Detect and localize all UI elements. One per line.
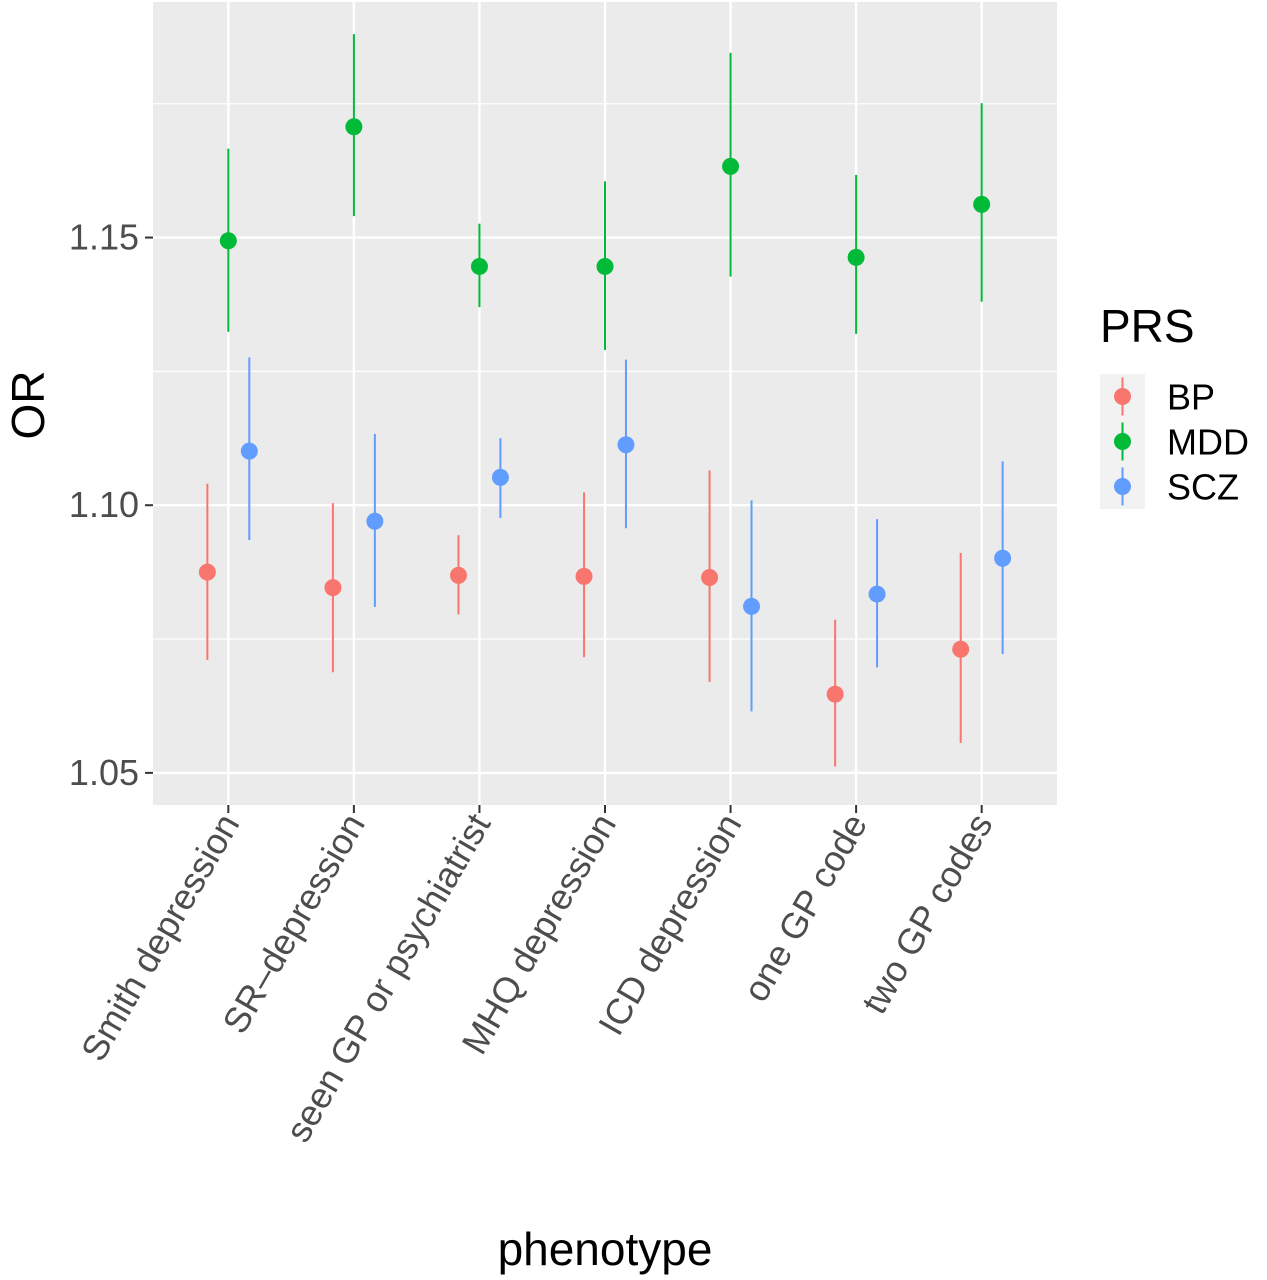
legend-label: BP xyxy=(1167,377,1215,418)
data-point xyxy=(470,257,488,275)
legend-label: MDD xyxy=(1167,422,1249,463)
legend-title: PRS xyxy=(1100,300,1195,352)
y-tick-label: 1.15 xyxy=(69,217,139,258)
data-point xyxy=(701,568,719,586)
data-point xyxy=(449,566,467,584)
data-point xyxy=(240,442,258,460)
data-point xyxy=(868,585,886,603)
data-point xyxy=(219,232,237,250)
x-tick-label: one GP code xyxy=(735,807,875,1009)
y-axis-title: OR xyxy=(2,371,54,440)
x-axis-title: phenotype xyxy=(498,1223,713,1275)
x-tick-label: Smith depression xyxy=(73,807,248,1068)
y-axis: 1.05 1.10 1.15 xyxy=(69,217,153,793)
data-marks xyxy=(198,34,1012,767)
y-tick-label: 1.05 xyxy=(69,752,139,793)
data-point xyxy=(847,248,865,266)
data-point xyxy=(743,597,761,615)
data-point xyxy=(596,257,614,275)
legend-label: SCZ xyxy=(1167,467,1239,508)
data-point xyxy=(826,685,844,703)
x-tick-label: two GP codes xyxy=(853,807,1000,1021)
data-point xyxy=(952,640,970,658)
data-point xyxy=(617,436,635,454)
data-point xyxy=(973,195,991,213)
legend-key-point xyxy=(1114,388,1131,405)
y-tick-label: 1.10 xyxy=(69,484,139,525)
data-point xyxy=(994,549,1012,567)
data-point xyxy=(198,563,216,581)
legend-key-point xyxy=(1114,433,1131,450)
data-point xyxy=(491,468,509,486)
data-point xyxy=(345,118,363,136)
data-point xyxy=(575,567,593,585)
data-point xyxy=(366,512,384,530)
data-point xyxy=(324,579,342,597)
data-point xyxy=(722,157,740,175)
legend-key-point xyxy=(1114,478,1131,495)
